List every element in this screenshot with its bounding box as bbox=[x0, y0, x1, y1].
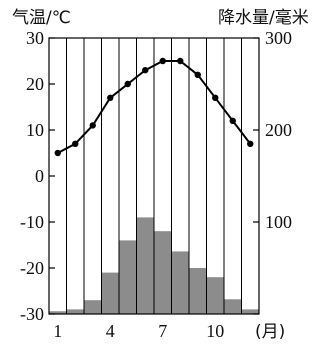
left-tick-label-10: 10 bbox=[26, 120, 44, 140]
right-tick-label-200: 200 bbox=[265, 120, 292, 140]
x-unit-label: (月) bbox=[255, 322, 285, 342]
left-tick-label--30: -30 bbox=[20, 304, 44, 324]
precip-bar-11 bbox=[224, 299, 242, 314]
x-tick-label-1: 1 bbox=[53, 321, 62, 341]
temperature-points bbox=[54, 57, 254, 157]
precip-bar-5 bbox=[119, 240, 137, 314]
left-axis-ticks: 30 20 10 0 -10 -20 -30 bbox=[20, 28, 55, 324]
x-tick-label-4: 4 bbox=[106, 321, 115, 341]
precip-bar-3 bbox=[84, 300, 102, 314]
right-tick-label-300: 300 bbox=[265, 28, 292, 48]
temp-point-2 bbox=[72, 140, 79, 147]
temp-point-3 bbox=[89, 122, 96, 129]
temp-point-10 bbox=[212, 94, 219, 102]
precip-bar-7 bbox=[154, 231, 172, 314]
left-axis-title: 气温/℃ bbox=[12, 8, 71, 28]
temperature-line bbox=[57, 60, 252, 154]
right-axis-title: 降水量/毫米 bbox=[218, 8, 309, 28]
temp-point-9 bbox=[194, 71, 201, 79]
temp-point-1 bbox=[54, 149, 61, 157]
temp-point-11 bbox=[229, 117, 236, 125]
precip-bar-8 bbox=[171, 251, 189, 314]
left-tick-label-20: 20 bbox=[26, 74, 44, 94]
vertical-grid bbox=[66, 38, 242, 314]
left-tick-label-30: 30 bbox=[26, 28, 44, 48]
temp-point-7 bbox=[159, 57, 166, 65]
right-tick-label-100: 100 bbox=[265, 212, 292, 232]
x-tick-label-7: 7 bbox=[158, 321, 167, 341]
x-axis-ticks: 1 4 7 10 bbox=[53, 321, 224, 341]
left-tick-label-0: 0 bbox=[35, 166, 44, 186]
precip-bar-9 bbox=[189, 268, 207, 314]
x-tick-label-10: 10 bbox=[206, 321, 224, 341]
temp-point-5 bbox=[124, 80, 131, 88]
left-tick-label--10: -10 bbox=[20, 212, 44, 232]
left-tick-label--20: -20 bbox=[20, 258, 44, 278]
precip-bar-1 bbox=[49, 311, 67, 314]
temp-point-12 bbox=[247, 140, 254, 147]
precip-bar-10 bbox=[206, 277, 224, 314]
temp-point-4 bbox=[107, 94, 114, 102]
right-axis-ticks: 300 200 100 bbox=[253, 28, 292, 315]
precip-bar-6 bbox=[136, 217, 154, 314]
precip-bar-4 bbox=[101, 272, 119, 314]
temp-point-6 bbox=[142, 67, 149, 74]
precipitation-bars bbox=[49, 217, 259, 314]
precip-bar-2 bbox=[66, 309, 84, 314]
precip-bar-12 bbox=[241, 309, 259, 314]
temp-point-8 bbox=[177, 57, 184, 65]
